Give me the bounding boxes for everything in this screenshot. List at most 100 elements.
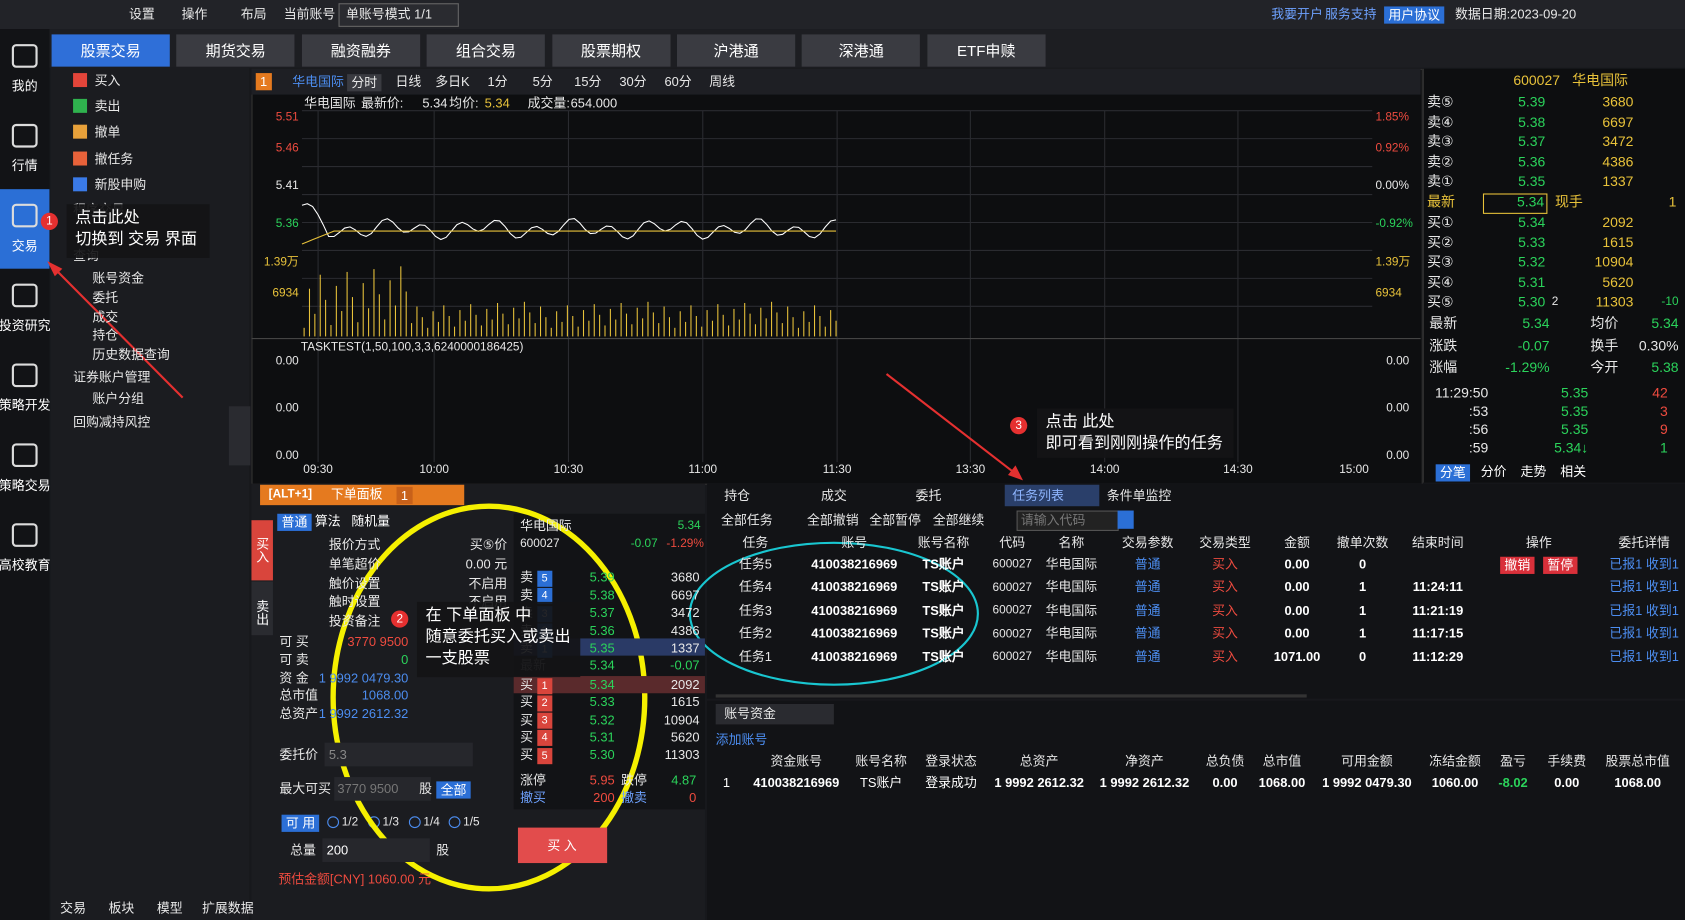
task-tab[interactable]: 持仓	[724, 487, 751, 504]
menu-item[interactable]: 账号资金	[92, 270, 145, 286]
sidebar-item[interactable]: 高校教育	[0, 557, 51, 573]
info-label: 可 卖	[279, 652, 309, 668]
chart-stock[interactable]: 华电国际	[292, 74, 344, 90]
main-tab[interactable]: 股票期权	[580, 41, 642, 59]
menu-item[interactable]: 委托	[92, 289, 119, 306]
main-tab[interactable]: 深港通	[838, 41, 884, 59]
period-tab[interactable]: 30分	[619, 74, 647, 90]
task-tab[interactable]: 成交	[820, 487, 847, 504]
period-tab[interactable]: 60分	[664, 74, 692, 90]
menu-item[interactable]: 历史数据查询	[92, 347, 170, 363]
menu-action[interactable]: 卖出	[94, 99, 121, 115]
lower-axis-label: 0.00	[1386, 401, 1410, 415]
task-tab[interactable]: 条件单监控	[1106, 487, 1172, 504]
fraction[interactable]: 1/2	[341, 815, 359, 829]
task-tab[interactable]: 委托	[915, 487, 942, 504]
bottom-tab[interactable]: 板块	[108, 900, 135, 916]
task-tool[interactable]: 全部任务	[721, 512, 773, 528]
account-panel	[707, 700, 1685, 920]
menu-action[interactable]: 买入	[94, 73, 121, 89]
main-tab[interactable]: 股票交易	[80, 41, 141, 59]
sidebar-item[interactable]: 策略交易	[0, 477, 51, 493]
task-cell: 华电国际	[1045, 648, 1098, 664]
main-tab[interactable]: 融资融券	[330, 41, 391, 59]
main-tab[interactable]: 沪港通	[713, 41, 759, 59]
quote-tab[interactable]: 分价	[1480, 464, 1507, 480]
main-tab[interactable]: ETF申赎	[957, 41, 1016, 59]
menu-icon	[73, 177, 88, 192]
tick-time: :56	[1468, 421, 1489, 438]
buy-button-text[interactable]: 买 入	[547, 838, 577, 854]
menu-item[interactable]: 成交	[92, 309, 119, 325]
side-tab[interactable]: 卖出	[254, 599, 270, 626]
top-link[interactable]: 我要开户	[1271, 6, 1323, 22]
menu-action[interactable]: 撤任务	[94, 151, 134, 167]
main-tab[interactable]: 组合交易	[455, 41, 517, 59]
sidebar-item[interactable]: 我的	[11, 78, 38, 94]
mini-price: 5.34	[589, 677, 615, 693]
sidebar-item[interactable]: 投资研究	[0, 318, 51, 334]
book-price: 5.36	[1518, 153, 1546, 170]
period-tab[interactable]: 5分	[532, 74, 553, 90]
top-menu-item[interactable]: 设置	[128, 6, 155, 22]
sidebar-item[interactable]: 行情	[11, 158, 38, 174]
all-button[interactable]: 全部	[436, 781, 471, 799]
quote-tab[interactable]: 相关	[1560, 464, 1587, 480]
bottom-tab[interactable]: 扩展数据	[202, 900, 254, 916]
add-account[interactable]: 添加账号	[715, 731, 768, 747]
task-op[interactable]: 暂停	[1543, 556, 1578, 574]
period-tab[interactable]: 分时	[347, 74, 382, 92]
top-menu-item[interactable]: 布局	[240, 6, 267, 22]
period-tab[interactable]: 多日K	[435, 74, 470, 90]
main-tab[interactable]: 期货交易	[205, 41, 266, 59]
account-tab[interactable]: 账号资金	[724, 706, 776, 722]
task-cell: TS账户	[922, 579, 965, 595]
book-label: 现手	[1554, 193, 1583, 210]
menu-action[interactable]: 撤单	[94, 125, 121, 141]
side-tab[interactable]: 买入	[254, 537, 270, 564]
task-tool[interactable]: 全部撤销	[807, 512, 859, 528]
task-tool[interactable]: 全部暂停	[869, 512, 921, 528]
order-mode[interactable]: 随机量	[351, 513, 391, 529]
menu-action[interactable]: 新股申购	[94, 177, 147, 193]
bottom-tab[interactable]: 交易	[60, 900, 86, 916]
top-menu-item[interactable]: 操作	[181, 6, 208, 22]
top-link[interactable]: 服务支持	[1324, 6, 1377, 22]
left-menu	[50, 67, 250, 920]
sidebar-item[interactable]: 策略开发	[0, 397, 51, 413]
quote-tab[interactable]: 分笔	[1435, 464, 1471, 482]
menu-item[interactable]: 持仓	[92, 328, 119, 344]
task-cell: 1	[1358, 579, 1367, 595]
sidebar-active[interactable]	[0, 189, 50, 269]
top-link[interactable]: 用户协议	[1384, 6, 1445, 24]
bottom-tab[interactable]: 模型	[156, 900, 183, 916]
task-tool[interactable]: 全部继续	[932, 512, 985, 528]
period-tab[interactable]: 1分	[487, 74, 508, 90]
stat-label: 均价	[1590, 314, 1619, 332]
book-price: 5.33	[1518, 233, 1546, 250]
order-mode[interactable]: 算法	[314, 513, 341, 529]
field-label: 单笔超价	[328, 556, 381, 572]
price-input-text: 5.3	[328, 746, 347, 763]
left-axis-label: 1.39万	[263, 255, 299, 269]
fraction[interactable]: 1/3	[382, 815, 399, 829]
right-axis-label: 1.85%	[1375, 110, 1410, 124]
task-cell: 600027	[992, 604, 1033, 617]
period-tab[interactable]: 周线	[709, 74, 736, 90]
fraction[interactable]: 1/5	[463, 815, 480, 829]
tick-time: :59	[1468, 439, 1489, 456]
task-op[interactable]: 撤销	[1500, 556, 1535, 574]
fraction[interactable]: 1/4	[423, 815, 440, 829]
order-mode[interactable]: 普通	[277, 513, 312, 531]
period-tab[interactable]: 日线	[395, 74, 422, 90]
period-tab[interactable]: 15分	[574, 74, 602, 90]
menu-item[interactable]: 账户分组	[92, 391, 145, 407]
order-title: 下单面板	[330, 486, 383, 502]
task-cell: 11:21:19	[1412, 602, 1464, 618]
quote-tab[interactable]: 走势	[1520, 464, 1547, 480]
book-extra: -10	[1661, 295, 1679, 309]
sidebar-item[interactable]: 交易	[11, 238, 38, 254]
task-tab[interactable]: 任务列表	[1012, 487, 1064, 504]
account-mode[interactable]: 单账号模式 1/1	[346, 6, 433, 22]
task-cell: TS账户	[922, 648, 965, 664]
